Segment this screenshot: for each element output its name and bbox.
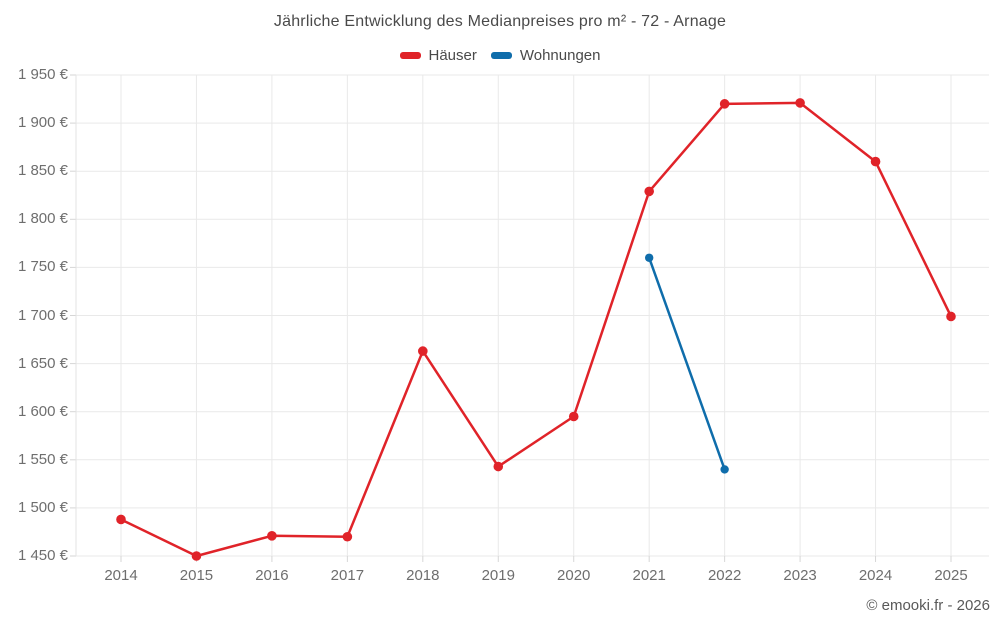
y-axis-label: 1 500 € [17, 498, 68, 516]
x-axis-label: 2016 [255, 567, 289, 584]
x-axis-label: 2018 [406, 567, 440, 584]
gridlines [70, 74, 989, 562]
legend-label-wohnungen: Wohnungen [519, 47, 601, 64]
data-point[interactable] [946, 311, 956, 322]
legend-label-hauser: Häuser [428, 47, 477, 64]
x-axis-label: 2024 [858, 567, 893, 584]
x-axis-label: 2023 [783, 567, 817, 584]
y-axis-label: 1 600 € [17, 402, 68, 420]
x-axis-label: 2019 [481, 567, 515, 584]
x-axis-label: 2021 [632, 567, 666, 584]
data-point[interactable] [720, 465, 729, 474]
y-axis-label: 1 450 € [17, 547, 68, 564]
data-point[interactable] [719, 99, 730, 109]
legend-swatch-wohnungen [490, 52, 512, 59]
copyright: © emooki.fr - 2026 [866, 597, 990, 614]
legend-item-wohnungen[interactable]: Wohnungen [490, 47, 601, 64]
x-axis-label: 2020 [557, 567, 591, 584]
data-point[interactable] [795, 98, 805, 108]
legend: Häuser Wohnungen [0, 47, 1000, 64]
data-point[interactable] [568, 411, 579, 422]
data-point[interactable] [493, 461, 504, 472]
legend-item-hauser[interactable]: Häuser [399, 47, 477, 64]
data-point[interactable] [191, 551, 202, 561]
data-point[interactable] [342, 531, 353, 542]
x-axis-label: 2025 [934, 567, 968, 584]
y-axis-label: 1 700 € [17, 306, 68, 324]
x-axis-label: 2014 [104, 567, 138, 584]
y-axis-label: 1 900 € [17, 114, 68, 132]
data-point[interactable] [870, 156, 881, 167]
y-axis-label: 1 800 € [17, 210, 68, 228]
x-axis-label: 2017 [330, 567, 365, 584]
x-axis-label: 2015 [179, 567, 214, 584]
y-axis-label: 1 550 € [17, 450, 68, 468]
legend-swatch-hauser [399, 52, 421, 59]
chart-title: Jährliche Entwicklung des Medianpreises … [273, 13, 727, 30]
series-line [647, 256, 726, 471]
series-line [119, 101, 953, 558]
y-axis-label: 1 950 € [17, 66, 68, 83]
data-point[interactable] [644, 253, 654, 262]
data-point[interactable] [418, 346, 428, 356]
y-axis-label: 1 650 € [17, 354, 68, 372]
series-wohnungen [644, 253, 729, 474]
data-point[interactable] [267, 530, 277, 541]
x-axis-label: 2022 [707, 567, 742, 584]
data-point[interactable] [644, 186, 654, 197]
y-axis-label: 1 850 € [17, 162, 68, 180]
data-point[interactable] [116, 514, 126, 525]
series-hauser [116, 98, 956, 561]
y-axis-label: 1 750 € [17, 258, 68, 276]
